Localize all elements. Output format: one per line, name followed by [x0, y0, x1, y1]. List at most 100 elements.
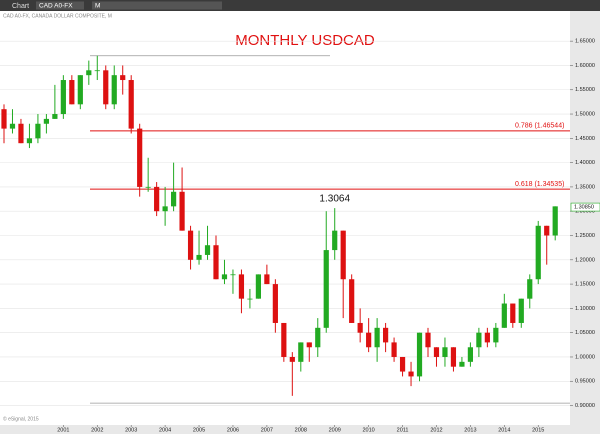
candle-body	[425, 332, 431, 348]
y-tick-label: 1.55000	[575, 87, 595, 93]
plot-bg	[0, 11, 570, 425]
candle-body	[43, 118, 49, 124]
x-tick-label: 2014	[498, 427, 510, 433]
info: CAD A0-FX, CANADA DOLLAR COMPOSITE, M	[3, 13, 112, 19]
candle-body	[383, 327, 389, 343]
x-tick-label: 2010	[363, 427, 375, 433]
chart-title: MONTHLY USDCAD	[235, 32, 375, 49]
x-tick-label: 2007	[261, 427, 273, 433]
candle-body	[179, 191, 185, 231]
y-tick-label: 1.65000	[575, 39, 595, 45]
candle-body	[196, 254, 202, 260]
candle-body	[340, 230, 346, 280]
y-tick-label: 0.95000	[575, 379, 595, 385]
candle-body	[128, 80, 134, 129]
x-tick-label: 2015	[532, 427, 544, 433]
candle-body	[247, 298, 253, 300]
level-label: 0.618 (1.34535)	[515, 181, 564, 188]
x-tick-label: 2002	[91, 427, 103, 433]
candle-body	[264, 274, 270, 285]
candle-body	[416, 332, 423, 377]
candle-body	[171, 191, 177, 207]
x-tick-label: 2004	[159, 427, 171, 433]
symbol-box[interactable]	[36, 1, 84, 10]
y-tick-label: 1.15000	[575, 282, 595, 288]
x-tick-label: 2006	[227, 427, 239, 433]
interval-box[interactable]	[92, 1, 222, 10]
interval[interactable]: M	[95, 3, 100, 10]
candle-body	[187, 230, 194, 260]
candle-body	[501, 303, 507, 328]
footer: © eSignal, 2015	[3, 415, 39, 422]
candle-body	[137, 128, 143, 187]
candle-body	[221, 274, 228, 280]
candle-body	[374, 327, 380, 348]
y-tick-label: 1.40000	[575, 160, 595, 166]
candle-body	[527, 279, 533, 299]
candle-body	[408, 371, 414, 377]
candle-body	[518, 298, 524, 323]
y-tick-label: 1.45000	[575, 136, 595, 142]
candle-body	[306, 342, 312, 348]
y-tick-label: 1.10000	[575, 306, 595, 312]
y-tick-label: 1.25000	[575, 233, 595, 239]
candle-body	[86, 70, 92, 76]
candle-body	[69, 80, 75, 105]
candle-body	[476, 332, 482, 348]
x-tick-label: 2005	[193, 427, 205, 433]
y-tick-label: 1.05000	[575, 330, 595, 336]
candle-body	[493, 327, 499, 343]
candle-body	[391, 342, 397, 357]
x-tick-label: 2013	[464, 427, 476, 433]
y-tick-label: 0.90000	[575, 403, 595, 409]
app-label[interactable]: Chart	[12, 3, 29, 10]
x-tick-label: 2003	[125, 427, 137, 433]
candle-body	[433, 347, 440, 357]
candle-body	[442, 347, 448, 357]
candle-body	[60, 80, 66, 115]
candle-body	[332, 230, 338, 251]
x-tick-label: 2011	[397, 427, 409, 433]
x-tick-label: 2008	[295, 427, 307, 433]
candle-body	[35, 123, 41, 139]
axis-bg	[570, 11, 600, 434]
x-tick-label: 2009	[329, 427, 341, 433]
candle-body	[52, 114, 58, 119]
toolbar	[0, 0, 600, 11]
candle-body	[510, 303, 516, 323]
last-price-box	[570, 202, 600, 212]
candle-body	[289, 356, 295, 362]
candle-body	[450, 347, 457, 367]
y-tick-label: 1.35000	[575, 184, 595, 190]
symbol[interactable]: CAD A0-FX	[39, 3, 73, 10]
y-tick-label: 1.60000	[575, 63, 595, 69]
y-tick-label: 1.20000	[575, 257, 595, 263]
candle-body	[120, 75, 126, 81]
candle-body	[298, 342, 304, 362]
candle-body	[1, 109, 7, 129]
candle-body	[103, 70, 109, 105]
candle-body	[230, 274, 236, 276]
candle-body	[281, 322, 287, 357]
candle-body	[9, 123, 16, 129]
candle-body	[323, 250, 329, 328]
candle-body	[459, 361, 465, 367]
candle-body	[145, 186, 151, 188]
candle-body	[255, 274, 261, 299]
candle-body	[399, 356, 406, 372]
candle-body	[94, 70, 100, 72]
x-tick-label: 2012	[430, 427, 442, 433]
candle-body	[349, 279, 355, 323]
candle-body	[484, 332, 490, 343]
x-axis-bg	[0, 425, 570, 434]
candle-body	[366, 332, 372, 348]
candle-body	[204, 245, 211, 255]
annotation: 1.3064	[319, 194, 350, 205]
candle-body	[77, 75, 83, 105]
candle-body	[315, 327, 321, 348]
candle-body	[552, 206, 558, 236]
x-tick-label: 2001	[57, 427, 69, 433]
candle-body	[467, 347, 473, 362]
